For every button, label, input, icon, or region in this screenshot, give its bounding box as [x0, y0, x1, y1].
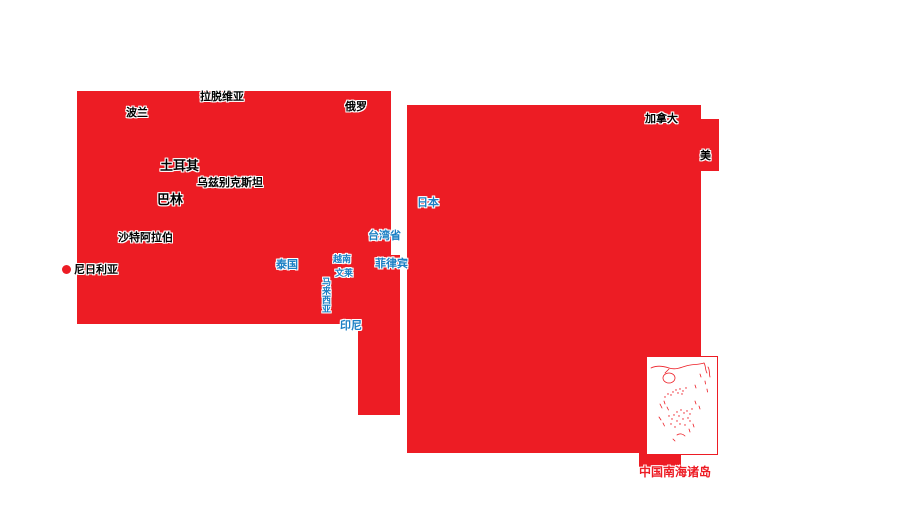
land-southeast-asia: [358, 255, 400, 415]
land-usa-east-notch: [701, 119, 719, 171]
map-label-latvia: 拉脱维亚: [200, 90, 244, 103]
map-label-thailand: 泰国: [276, 258, 298, 271]
inset-map-south-china-sea[interactable]: [646, 356, 718, 455]
inset-map-coastline-icon: [650, 362, 711, 442]
map-label-turkey: 土耳其: [160, 159, 200, 174]
map-label-russia: 俄罗: [345, 100, 367, 113]
map-label-brunei: 文莱: [335, 269, 354, 279]
map-label-malaysia: 马来西亚: [320, 277, 330, 313]
map-label-uzbekistan: 乌兹别克斯坦: [197, 176, 263, 189]
land-eurasia-main: [77, 105, 374, 324]
map-label-japan: 日本: [417, 196, 439, 209]
map-label-canada: 加拿大: [645, 112, 678, 125]
land-eurasia-top-left: [77, 91, 379, 106]
map-label-indonesia: 印尼: [340, 319, 362, 332]
map-label-philippines: 菲律宾: [375, 257, 408, 270]
map-label-poland: 波兰: [126, 106, 148, 119]
map-label-bahrain: 巴林: [157, 193, 184, 208]
inset-map-caption: 中国南海诸岛: [639, 465, 712, 479]
map-point-marker-nigeria[interactable]: [62, 265, 71, 274]
map-label-usa: 美: [700, 149, 711, 162]
land-russia-east: [374, 91, 391, 125]
map-label-nigeria: 尼日利亚: [74, 263, 118, 276]
map-label-taiwan: 台湾省: [368, 229, 401, 242]
map-label-vietnam: 越南: [333, 255, 352, 265]
map-label-saudi-arabia: 沙特阿拉伯: [118, 231, 173, 244]
